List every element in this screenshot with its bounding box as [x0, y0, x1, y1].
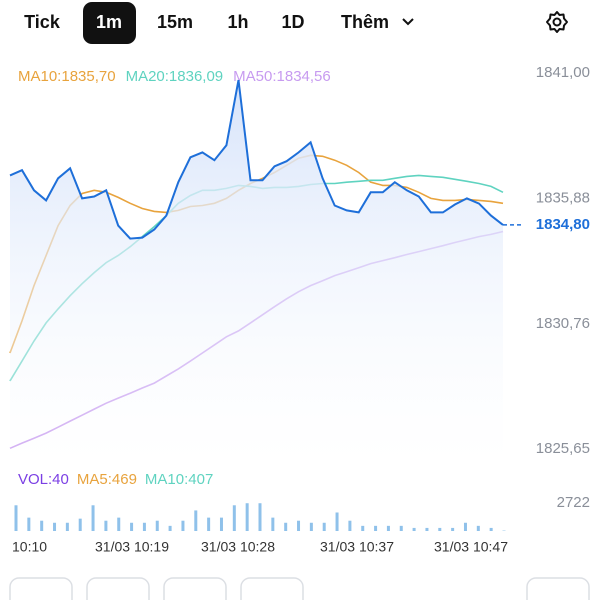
volume-bar — [142, 522, 146, 531]
x-tick-label: 31/03 10:19 — [95, 539, 169, 555]
volume-bar — [425, 527, 429, 531]
volume-bar — [284, 522, 288, 531]
volume-bar — [130, 522, 134, 531]
y-tick-label: 1825,65 — [536, 440, 590, 457]
volume-bar — [489, 527, 493, 531]
volume-bar — [207, 517, 211, 531]
legend-entry: MA10:407 — [145, 471, 213, 488]
last-price-label: 1834,80 — [536, 216, 590, 233]
legend-entry: MA50:1834,56 — [233, 68, 331, 85]
tab[interactable]: 1D — [281, 12, 304, 32]
volume-chart: 2722 VOL:40 MA5:469 MA10:407 10:10 31/03 10:1… — [12, 471, 590, 555]
tab[interactable]: 1h — [227, 12, 248, 32]
volume-bar — [386, 525, 390, 531]
volume-bar — [348, 520, 352, 531]
tool-button[interactable] — [240, 577, 304, 600]
volume-bar — [91, 505, 95, 531]
x-tick-label: 31/03 10:47 — [434, 539, 508, 555]
toolbar — [9, 577, 590, 600]
price-area — [10, 80, 503, 466]
volume-bar — [399, 525, 403, 531]
y-tick-label: 1835,88 — [536, 189, 590, 206]
chevron[interactable] — [402, 18, 414, 26]
legend-entry: MA5:469 — [77, 471, 137, 488]
volume-bar — [271, 517, 275, 531]
volume-bar — [14, 505, 18, 531]
volume-bar — [232, 505, 236, 531]
volume-bar — [322, 522, 326, 531]
volume-bar — [117, 517, 121, 531]
tool-button[interactable] — [9, 577, 73, 600]
y-tick-label: 1841,00 — [536, 64, 590, 81]
volume-bar — [361, 525, 365, 531]
settings-icon[interactable] — [546, 11, 568, 33]
volume-bar — [219, 517, 223, 531]
volume-bar — [412, 527, 416, 531]
tool-button[interactable] — [86, 577, 150, 600]
volume-bar — [245, 503, 249, 531]
x-tick-label: 10:10 — [12, 539, 47, 555]
volume-bar — [40, 520, 44, 531]
tool-button[interactable] — [526, 577, 590, 600]
volume-bar — [194, 510, 198, 531]
tab[interactable]: Thêm — [341, 12, 389, 32]
volume-bar — [258, 503, 262, 531]
volume-bar — [168, 525, 172, 531]
volume-bar — [463, 522, 467, 531]
volume-bar — [78, 518, 82, 531]
tab[interactable]: Tick — [24, 12, 61, 32]
volume-bar — [438, 527, 442, 531]
volume-bar — [451, 527, 455, 531]
y-tick-label: 1830,76 — [536, 315, 590, 332]
tool-button[interactable] — [163, 577, 227, 600]
volume-bar — [309, 522, 313, 531]
volume-bar — [335, 512, 339, 531]
volume-bar — [181, 520, 185, 531]
x-tick-label: 31/03 10:28 — [201, 539, 275, 555]
legend-entry: VOL:40 — [18, 471, 69, 488]
volume-bar — [476, 525, 480, 531]
volume-bar — [155, 520, 159, 531]
price-chart: 1841,00 1835,88 1830,76 1825,65 MA10:1835,70… — [9, 64, 590, 466]
volume-bar — [65, 522, 69, 531]
x-tick-label: 31/03 10:37 — [320, 539, 394, 555]
volume-bar — [374, 525, 378, 531]
volume-bar — [297, 520, 301, 531]
volume-bar — [27, 517, 31, 531]
tab-selected-bg — [83, 2, 136, 44]
legend-entry: MA10:1835,70 — [18, 68, 116, 85]
volume-bar — [104, 520, 108, 531]
volume-bar — [53, 522, 57, 531]
y-tick-label: 2722 — [557, 494, 590, 511]
tab[interactable]: 1m — [96, 12, 122, 32]
legend-entry: MA20:1836,09 — [126, 68, 224, 85]
tab[interactable]: 15m — [157, 12, 193, 32]
price-line — [9, 79, 504, 240]
